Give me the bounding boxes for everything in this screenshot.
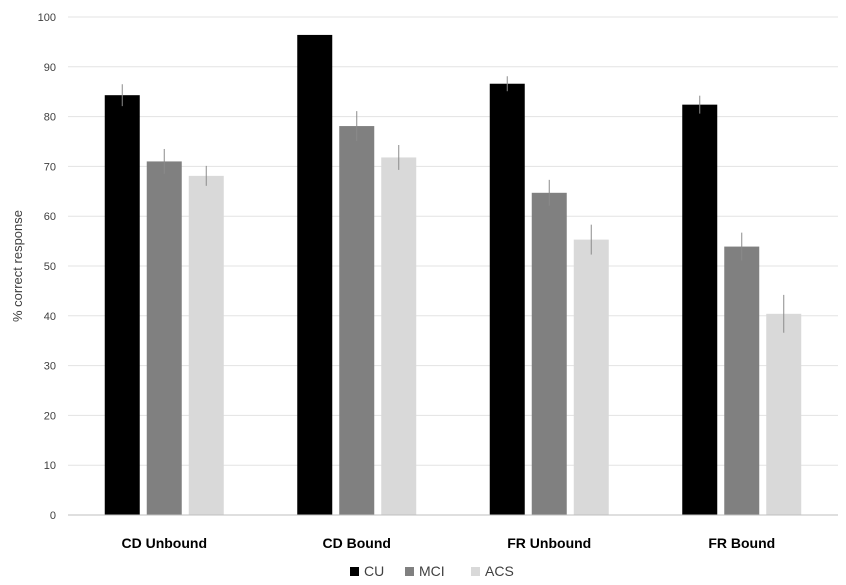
y-tick-label: 0 bbox=[50, 510, 56, 522]
legend-swatch-cu bbox=[350, 567, 359, 576]
x-category-label: FR Bound bbox=[708, 535, 775, 551]
legend: CU MCI ACS bbox=[350, 563, 514, 579]
legend-swatch-acs bbox=[471, 567, 480, 576]
bar-cu-4 bbox=[682, 104, 718, 515]
bar-mci-2 bbox=[339, 126, 375, 515]
y-tick-label: 80 bbox=[44, 112, 56, 124]
bar-acs-1 bbox=[188, 175, 224, 515]
bar-acs-3 bbox=[573, 239, 609, 515]
bar-acs-2 bbox=[381, 157, 417, 515]
bar-cu-1 bbox=[104, 95, 140, 515]
y-tick-label: 20 bbox=[44, 410, 56, 422]
gridlines bbox=[68, 16, 838, 466]
x-category-labels: CD Unbound CD Bound FR Unbound FR Bound bbox=[121, 535, 775, 551]
x-category-label: CD Bound bbox=[323, 535, 391, 551]
bar-acs-4 bbox=[766, 313, 802, 515]
bar-mci-4 bbox=[724, 246, 760, 515]
bar-mci-3 bbox=[531, 192, 567, 515]
x-category-label: FR Unbound bbox=[507, 535, 591, 551]
error-bars bbox=[121, 76, 785, 333]
legend-swatch-mci bbox=[405, 567, 414, 576]
bars bbox=[104, 34, 802, 516]
legend-label-mci: MCI bbox=[419, 563, 445, 579]
y-tick-labels: 0 10 20 30 40 50 60 70 80 90 100 bbox=[38, 12, 56, 522]
bar-cu-2 bbox=[297, 34, 333, 515]
legend-label-cu: CU bbox=[364, 563, 384, 579]
bar-mci-1 bbox=[146, 161, 182, 516]
y-tick-label: 50 bbox=[44, 261, 56, 273]
y-tick-label: 100 bbox=[38, 12, 56, 24]
y-tick-label: 30 bbox=[44, 361, 56, 373]
y-axis-title: % correct response bbox=[10, 210, 25, 322]
y-tick-label: 40 bbox=[44, 311, 56, 323]
y-tick-label: 10 bbox=[44, 460, 56, 472]
x-category-label: CD Unbound bbox=[121, 535, 207, 551]
y-tick-label: 90 bbox=[44, 62, 56, 74]
legend-label-acs: ACS bbox=[485, 563, 514, 579]
bar-cu-3 bbox=[489, 83, 525, 516]
y-tick-label: 70 bbox=[44, 161, 56, 173]
y-tick-label: 60 bbox=[44, 211, 56, 223]
